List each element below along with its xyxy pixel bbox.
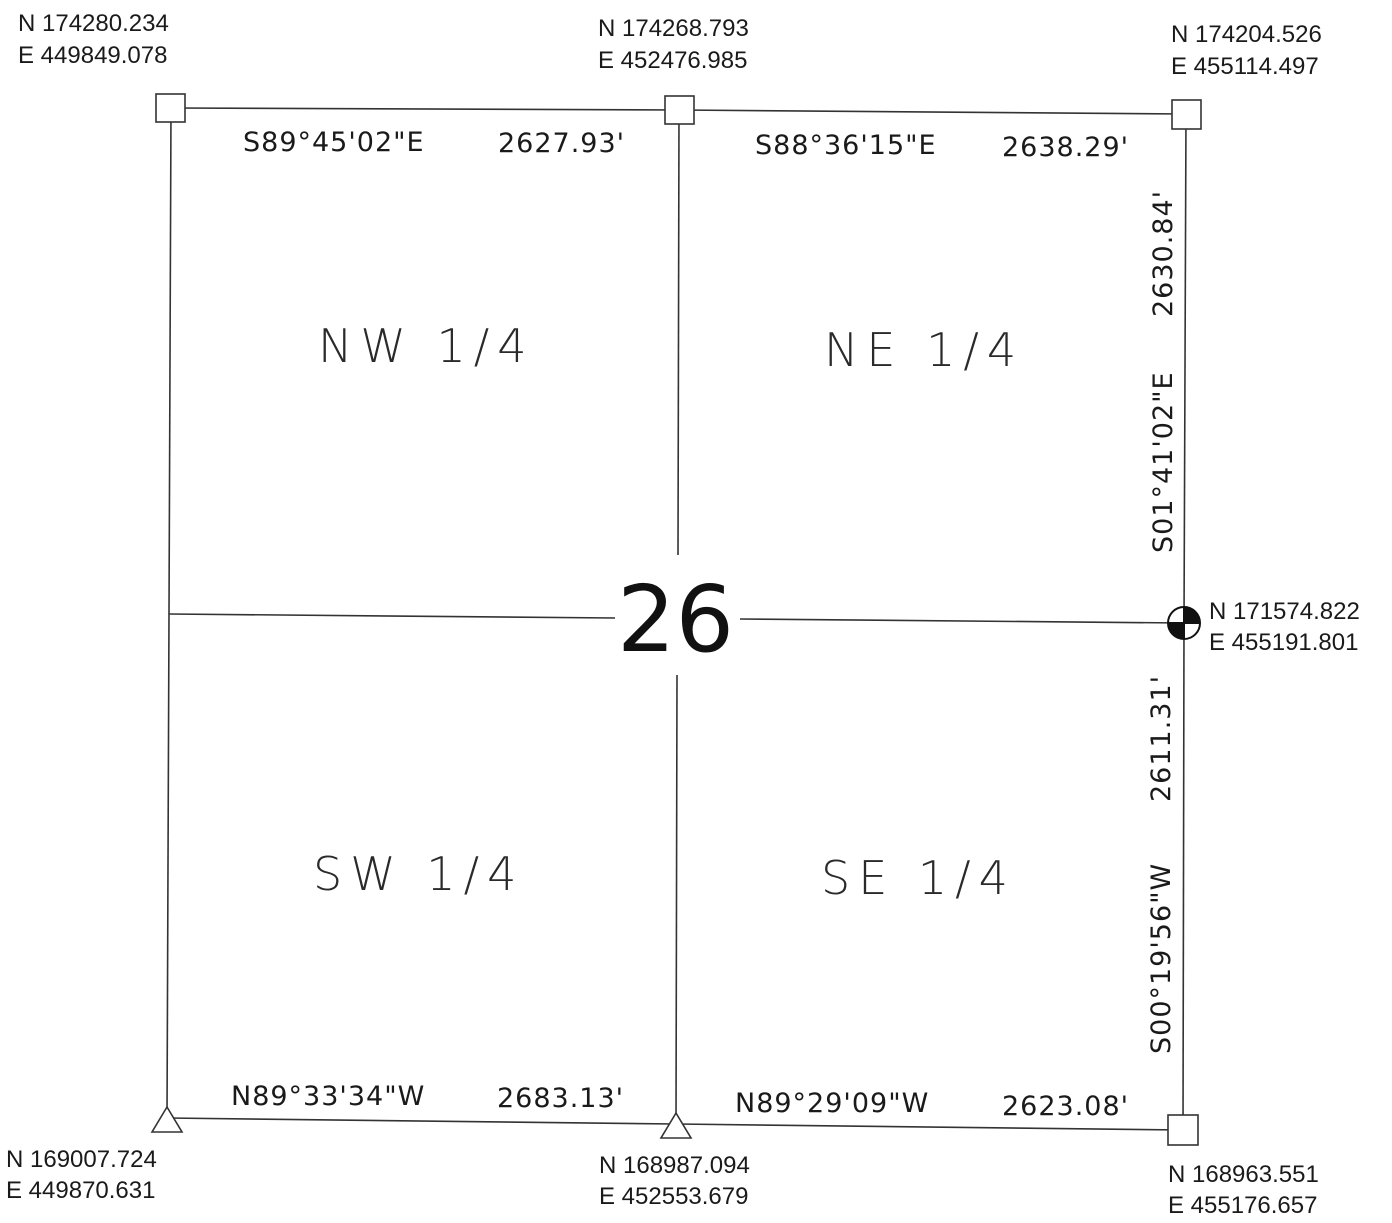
quarter-line-ew-west xyxy=(168,613,616,619)
south-east-bearing: N89°29'09"W xyxy=(735,1088,929,1119)
control-point-icon xyxy=(1167,606,1201,640)
north-boundary-east xyxy=(678,109,1187,115)
east-boundary-north xyxy=(1183,113,1187,624)
square-monument-icon xyxy=(664,95,695,125)
nw-quarter-label: NW 1/4 xyxy=(318,319,535,373)
sw-easting: E 449870.631 xyxy=(6,1177,155,1204)
sw-northing: N 169007.724 xyxy=(6,1146,157,1173)
south-boundary-west xyxy=(166,1117,677,1125)
quarter-line-ns-south xyxy=(675,674,678,1125)
sw-corner-coordinates: N 169007.724 E 449870.631 xyxy=(6,1146,157,1204)
east-south-distance: 2611.31' xyxy=(1146,675,1177,802)
se-quarter-label: SE 1/4 xyxy=(821,851,1016,905)
nw-northing: N 174280.234 xyxy=(18,10,169,37)
n-quarter-northing: N 174268.793 xyxy=(598,15,749,42)
north-west-bearing: S89°45'02"E xyxy=(243,127,425,158)
east-south-bearing: S00°19'56"W xyxy=(1146,863,1177,1054)
south-west-bearing: N89°33'34"W xyxy=(231,1081,425,1112)
north-east-distance: 2638.29' xyxy=(1002,132,1129,163)
nw-easting: E 449849.078 xyxy=(18,42,167,69)
north-west-distance: 2627.93' xyxy=(498,128,625,159)
triangle-monument-icon xyxy=(150,1105,184,1133)
east-north-bearing: S01°41'02"E xyxy=(1148,371,1179,553)
quarter-line-ew-east xyxy=(739,618,1185,624)
s-quarter-northing: N 168987.094 xyxy=(599,1152,750,1179)
east-boundary-south xyxy=(1182,622,1185,1131)
south-boundary-east xyxy=(675,1123,1184,1131)
e-quarter-corner-coordinates: N 171574.822 E 455191.801 xyxy=(1209,598,1360,656)
quarter-line-ns-north xyxy=(677,109,680,556)
s-quarter-corner-coordinates: N 168987.094 E 452553.679 xyxy=(599,1152,750,1210)
south-west-distance: 2683.13' xyxy=(497,1083,624,1114)
e-quarter-northing: N 171574.822 xyxy=(1209,598,1360,625)
ne-easting: E 455114.497 xyxy=(1171,53,1319,80)
square-monument-icon xyxy=(1167,1114,1199,1146)
nw-corner-coordinates: N 174280.234 E 449849.078 xyxy=(18,10,169,69)
section-number: 26 xyxy=(617,566,734,673)
north-boundary-west xyxy=(170,107,680,111)
south-east-distance: 2623.08' xyxy=(1002,1091,1129,1122)
square-monument-icon xyxy=(1171,99,1202,130)
se-northing: N 168963.551 xyxy=(1168,1161,1319,1188)
n-quarter-easting: E 452476.985 xyxy=(598,47,747,74)
ne-northing: N 174204.526 xyxy=(1171,21,1322,48)
north-east-bearing: S88°36'15"E xyxy=(755,130,937,161)
triangle-monument-icon xyxy=(659,1111,693,1139)
sw-quarter-label: SW 1/4 xyxy=(313,847,524,901)
e-quarter-easting: E 455191.801 xyxy=(1209,629,1358,656)
east-north-distance: 2630.84' xyxy=(1148,190,1179,317)
se-easting: E 455176.657 xyxy=(1168,1192,1317,1219)
s-quarter-easting: E 452553.679 xyxy=(599,1183,748,1210)
square-monument-icon xyxy=(155,93,186,123)
se-corner-coordinates: N 168963.551 E 455176.657 xyxy=(1168,1161,1319,1219)
ne-quarter-label: NE 1/4 xyxy=(824,323,1024,377)
n-quarter-corner-coordinates: N 174268.793 E 452476.985 xyxy=(598,15,749,74)
west-boundary xyxy=(166,107,172,1119)
ne-corner-coordinates: N 174204.526 E 455114.497 xyxy=(1171,21,1322,80)
